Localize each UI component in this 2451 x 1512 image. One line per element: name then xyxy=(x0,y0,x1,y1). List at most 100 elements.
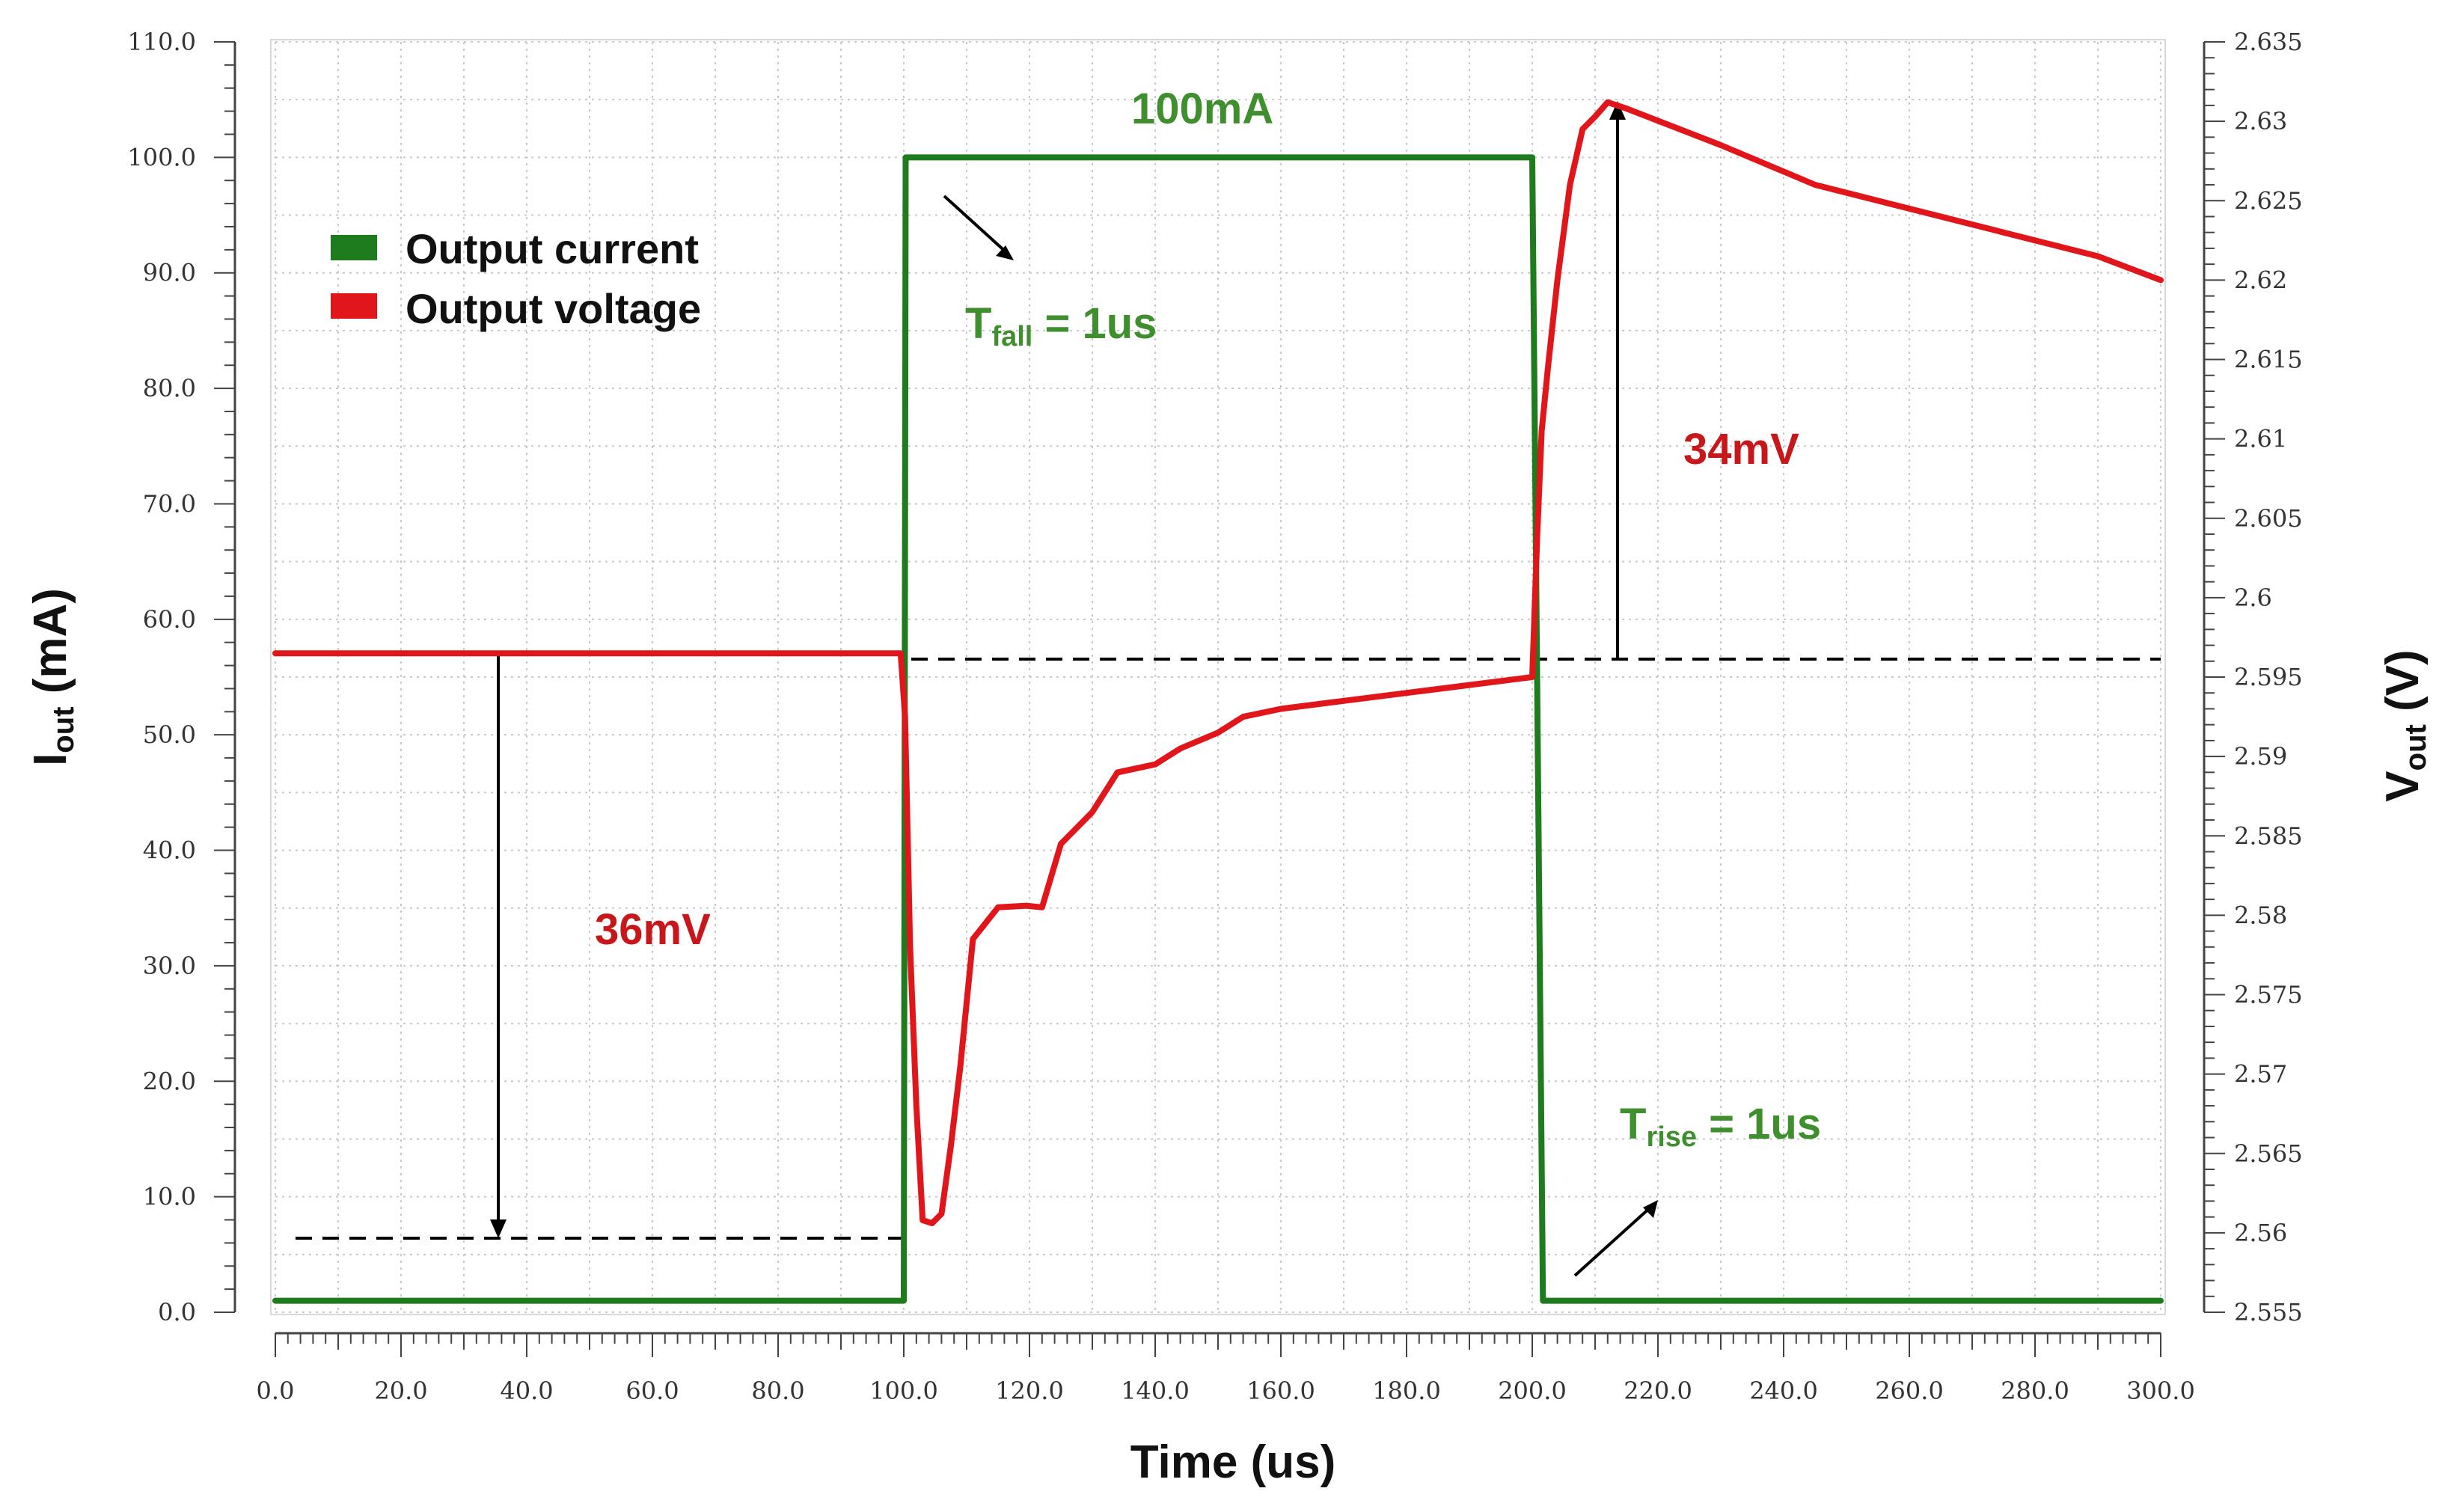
output-voltage-point xyxy=(948,1142,954,1148)
x-axis-tick-label: 180.0 xyxy=(1372,1377,1441,1405)
y-axis-right-title-rest: (V) xyxy=(2377,649,2429,724)
annotation-t-fall-rest: = 1us xyxy=(1032,299,1157,348)
output-voltage-point xyxy=(1178,746,1184,752)
y-axis-left-tick-label: 0.0 xyxy=(158,1298,196,1326)
output-voltage-point xyxy=(1567,182,1573,188)
output-voltage-point xyxy=(2001,230,2007,236)
output-voltage-point xyxy=(1624,105,1630,111)
output-voltage-point xyxy=(2095,254,2101,260)
output-voltage-point xyxy=(914,1103,919,1109)
y-axis-left-tick-label: 10.0 xyxy=(143,1183,196,1211)
x-axis-tick-label: 40.0 xyxy=(500,1377,553,1405)
t-rise-pointer-line xyxy=(1573,1205,1653,1277)
output-voltage-point xyxy=(1906,206,1912,212)
y-axis-left-tick-label: 50.0 xyxy=(143,720,196,749)
undershoot-arrow-head xyxy=(490,1219,507,1238)
x-axis-tick-label: 300.0 xyxy=(2126,1377,2195,1405)
output-voltage-point xyxy=(1529,674,1535,680)
output-voltage-point xyxy=(1605,100,1611,105)
annotation-t-rise-sub: rise xyxy=(1646,1121,1697,1153)
output-voltage-point xyxy=(1592,114,1598,120)
grid-layer xyxy=(275,41,2161,1313)
output-current-point xyxy=(2158,1298,2164,1304)
output-voltage-point xyxy=(1058,841,1064,847)
x-axis-tick-label: 240.0 xyxy=(1749,1377,1818,1405)
x-axis-tick-label: 20.0 xyxy=(374,1377,427,1405)
annotation-t-rise-rest: = 1us xyxy=(1697,1100,1821,1148)
annotation-undershoot: 36mV xyxy=(595,905,711,954)
output-voltage-point xyxy=(1341,698,1347,704)
output-voltage-point xyxy=(1278,706,1284,711)
y-axis-right-title: Vout (V) xyxy=(2377,649,2432,801)
y-axis-left-title-main: I xyxy=(25,753,76,766)
output-voltage-point xyxy=(1718,142,1724,148)
output-voltage-point xyxy=(938,1210,944,1216)
y-axis-left-title-rest: (mA) xyxy=(25,588,76,706)
y-axis-left-tick-label: 20.0 xyxy=(143,1067,196,1095)
output-voltage-point xyxy=(1539,428,1545,434)
output-voltage-point xyxy=(1152,762,1158,768)
y-axis-right-tick-label: 2.62 xyxy=(2234,266,2287,294)
output-voltage-point xyxy=(898,650,904,656)
output-voltage-point xyxy=(272,650,278,656)
x-axis-tick-label: 80.0 xyxy=(751,1377,804,1405)
annotation-t-rise-main: T xyxy=(1620,1100,1646,1148)
y-axis-right-tick-label: 2.595 xyxy=(2234,663,2303,691)
y-axis-right-tick-label: 2.59 xyxy=(2234,742,2287,771)
y-axis-right-tick-label: 2.6 xyxy=(2234,584,2272,612)
y-axis-right-tick-label: 2.615 xyxy=(2234,346,2303,374)
y-axis-left-tick-label: 90.0 xyxy=(143,259,196,287)
output-voltage-point xyxy=(1039,905,1045,910)
t-fall-pointer-line xyxy=(943,195,1010,256)
output-voltage-point xyxy=(919,1217,925,1223)
x-axis-tick-label: 0.0 xyxy=(257,1377,295,1405)
output-voltage-point xyxy=(1534,531,1540,537)
series-layer xyxy=(272,99,2164,1304)
legend-label-output-voltage: Output voltage xyxy=(406,285,701,332)
annotations: 100mA Tfall = 1us Trise = 1us 36mV 34mV xyxy=(595,85,1821,1153)
y-axis-right-tick-label: 2.61 xyxy=(2234,425,2287,453)
y-axis-right-tick-label: 2.57 xyxy=(2234,1060,2287,1089)
output-current-point xyxy=(272,1298,278,1304)
y-axis-right-tick-label: 2.58 xyxy=(2234,901,2287,929)
x-axis-tick-label: 120.0 xyxy=(995,1377,1064,1405)
y-axis-right-title-main: V xyxy=(2377,771,2429,801)
output-voltage-point xyxy=(1115,769,1121,775)
output-current-point xyxy=(903,154,909,160)
y-axis-left-tick-label: 60.0 xyxy=(143,605,196,634)
x-axis-tick-label: 280.0 xyxy=(2001,1377,2069,1405)
x-axis-tick-label: 220.0 xyxy=(1624,1377,1692,1405)
annotation-t-rise: Trise = 1us xyxy=(1620,1100,1821,1153)
y-axis-right-title-sub: out xyxy=(2399,724,2432,771)
output-voltage-point xyxy=(982,920,988,926)
output-voltage-point xyxy=(1404,690,1410,696)
output-voltage-point xyxy=(1545,364,1551,370)
overshoot-arrow-head xyxy=(1609,101,1626,120)
output-voltage-point xyxy=(1466,682,1472,688)
output-current-line xyxy=(272,154,2164,1304)
t-rise-pointer-head xyxy=(1643,1200,1658,1218)
y-axis-right-tick-label: 2.585 xyxy=(2234,821,2303,850)
x-axis-tick-label: 60.0 xyxy=(625,1377,679,1405)
y-axis-left-tick-label: 110.0 xyxy=(127,28,196,56)
output-voltage-point xyxy=(902,714,908,720)
output-voltage-point xyxy=(1089,809,1095,815)
y-axis-left-tick-label: 70.0 xyxy=(143,489,196,518)
legend-label-output-current: Output current xyxy=(406,225,699,272)
output-current-point xyxy=(901,1298,907,1304)
x-axis-tick-label: 100.0 xyxy=(869,1377,938,1405)
legend: Output current Output voltage xyxy=(331,225,701,332)
y-axis-right-tick-label: 2.56 xyxy=(2234,1219,2287,1247)
output-current-point xyxy=(1529,154,1535,160)
y-axis-right-tick-label: 2.635 xyxy=(2234,28,2303,56)
output-voltage-point xyxy=(1812,182,1818,188)
output-voltage-point xyxy=(1023,903,1029,909)
y-axis-left-tick-label: 80.0 xyxy=(143,374,196,403)
y-axis-right-tick-label: 2.565 xyxy=(2234,1139,2303,1168)
annotation-t-fall-main: T xyxy=(965,299,991,348)
y-axis-left-tick-label: 100.0 xyxy=(127,143,196,171)
axis-layer: 0.0 10.0 20.0 30.0 40.0 50.0 60.0 70.0 80.0 90.0 1… xyxy=(127,28,2302,1405)
output-voltage-point xyxy=(1555,277,1561,283)
x-axis-tick-label: 200.0 xyxy=(1498,1377,1567,1405)
y-axis-right-tick-label: 2.605 xyxy=(2234,504,2303,533)
